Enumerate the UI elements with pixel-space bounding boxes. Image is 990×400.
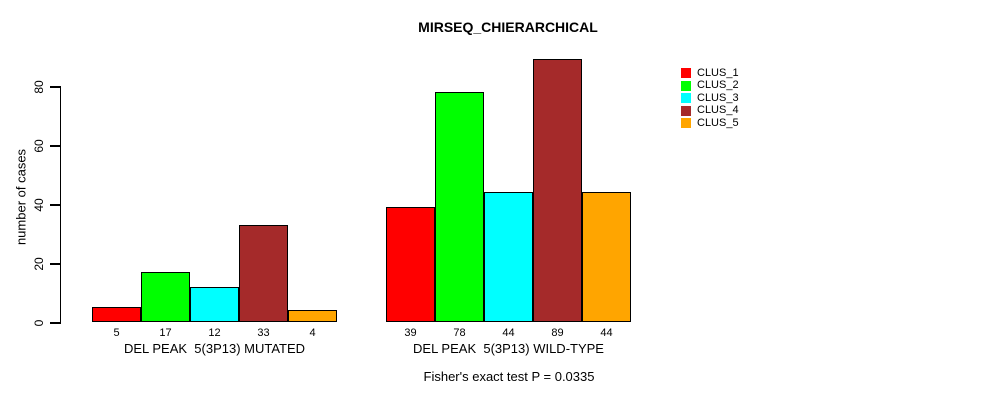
bar-clus_3 <box>484 192 533 322</box>
chart-title: MIRSEQ_CHIERARCHICAL <box>418 19 598 35</box>
legend-item: CLUS_4 <box>681 105 739 118</box>
bar-value-label: 44 <box>600 327 613 339</box>
legend-item-label: CLUS_1 <box>697 66 739 79</box>
y-tick-label: 40 <box>32 198 46 212</box>
bar-clus_5 <box>582 192 631 322</box>
y-axis-tick <box>49 263 60 265</box>
bar-value-label: 78 <box>453 327 466 339</box>
legend: CLUS_1 CLUS_2 CLUS_3 CLUS_4 CLUS_5 <box>681 67 739 130</box>
y-axis-label: number of cases <box>13 148 29 246</box>
x-group-label: DEL PEAK 5(3P13) WILD-TYPE <box>413 341 604 356</box>
bar-value-label: 33 <box>257 327 270 339</box>
legend-color-swatch <box>681 118 691 129</box>
y-tick-label: 60 <box>32 139 46 153</box>
legend-color-swatch <box>681 93 691 104</box>
bar-value-label: 44 <box>502 327 515 339</box>
legend-item: CLUS_5 <box>681 117 739 130</box>
bar-clus_2 <box>435 91 484 322</box>
y-axis-tick <box>49 322 60 324</box>
bar-value-label: 17 <box>159 327 172 339</box>
y-axis-line <box>59 86 61 324</box>
legend-color-swatch <box>681 80 691 91</box>
x-group-label: DEL PEAK 5(3P13) MUTATED <box>123 341 306 356</box>
legend-item-label: CLUS_2 <box>697 79 739 92</box>
legend-item: CLUS_1 <box>681 67 739 80</box>
bar-value-label: 5 <box>113 327 120 339</box>
y-axis-tick <box>49 145 60 147</box>
bar-clus_4 <box>533 59 582 322</box>
bar-value-label: 89 <box>551 327 564 339</box>
y-tick-label: 20 <box>32 257 46 271</box>
legend-color-swatch <box>681 105 691 116</box>
bar-value-label: 4 <box>309 327 316 339</box>
bar-clus_3 <box>190 286 239 322</box>
bar-value-label: 12 <box>208 327 221 339</box>
legend-item-label: CLUS_5 <box>697 116 739 129</box>
legend-item: CLUS_2 <box>681 80 739 93</box>
legend-item-label: CLUS_3 <box>697 91 739 104</box>
fisher-test-caption: Fisher's exact test P = 0.0335 <box>423 369 595 384</box>
y-tick-label: 0 <box>32 319 46 327</box>
y-tick-label: 80 <box>32 80 46 94</box>
legend-color-swatch <box>681 68 691 79</box>
bar-clus_2 <box>141 271 190 322</box>
y-axis-tick <box>49 204 60 206</box>
bar-clus_5 <box>288 310 337 322</box>
bar-clus_1 <box>92 307 141 322</box>
y-axis-tick <box>49 86 60 88</box>
bar-clus_1 <box>386 206 435 322</box>
bar-value-label: 39 <box>404 327 417 339</box>
bar-clus_4 <box>239 224 288 322</box>
legend-item: CLUS_3 <box>681 92 739 105</box>
legend-item-label: CLUS_4 <box>697 104 739 117</box>
